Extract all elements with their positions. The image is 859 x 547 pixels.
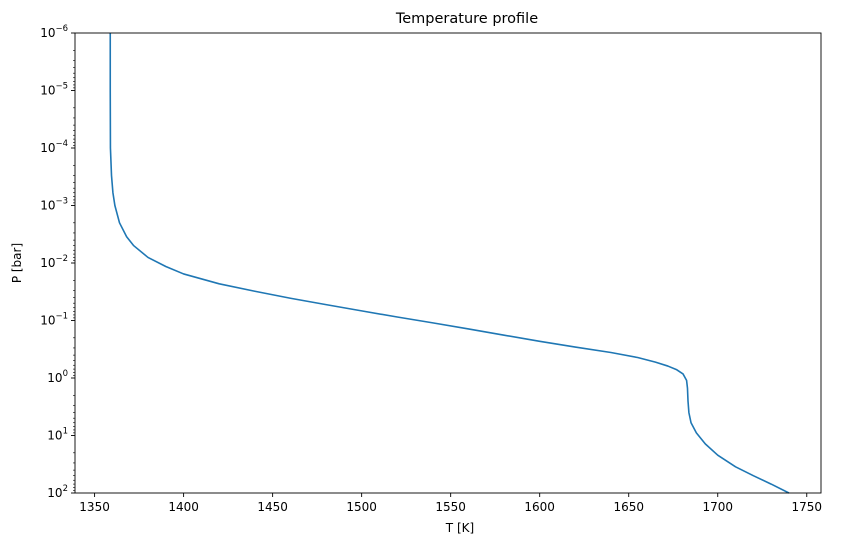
y-tick-label: 102 — [47, 484, 68, 500]
y-tick-label: 10−4 — [40, 139, 68, 155]
y-tick-label: 10−5 — [40, 82, 68, 98]
x-tick-label: 1450 — [257, 500, 288, 514]
plot-frame — [74, 32, 822, 494]
y-axis-label: P [bar] — [10, 243, 24, 283]
x-tick-label: 1600 — [524, 500, 555, 514]
y-tick-label: 10−3 — [40, 197, 68, 213]
x-tick-label: 1500 — [346, 500, 377, 514]
y-axis: 10−6 10−5 10−4 10−3 10−2 10−1 100 101 102 — [40, 24, 75, 500]
x-tick-label: 1550 — [435, 500, 466, 514]
x-tick-label: 1350 — [79, 500, 110, 514]
series-layer — [109, 33, 790, 494]
x-tick-label: 1700 — [702, 500, 733, 514]
y-tick-label: 100 — [47, 369, 68, 385]
y-tick-label: 10−6 — [40, 24, 68, 40]
x-axis: 1350 1400 1450 1500 1550 1600 1650 1700 1750 — [79, 493, 822, 514]
x-axis-label: T [K] — [445, 521, 474, 535]
chart-title: Temperature profile — [395, 11, 538, 27]
y-tick-label: 101 — [47, 427, 68, 443]
y-tick-label: 10−2 — [40, 254, 68, 270]
x-tick-label: 1400 — [168, 500, 199, 514]
x-tick-label: 1650 — [613, 500, 644, 514]
temperature-profile-line — [109, 33, 790, 494]
y-tick-label: 10−1 — [40, 312, 68, 328]
x-tick-label: 1750 — [791, 500, 822, 514]
